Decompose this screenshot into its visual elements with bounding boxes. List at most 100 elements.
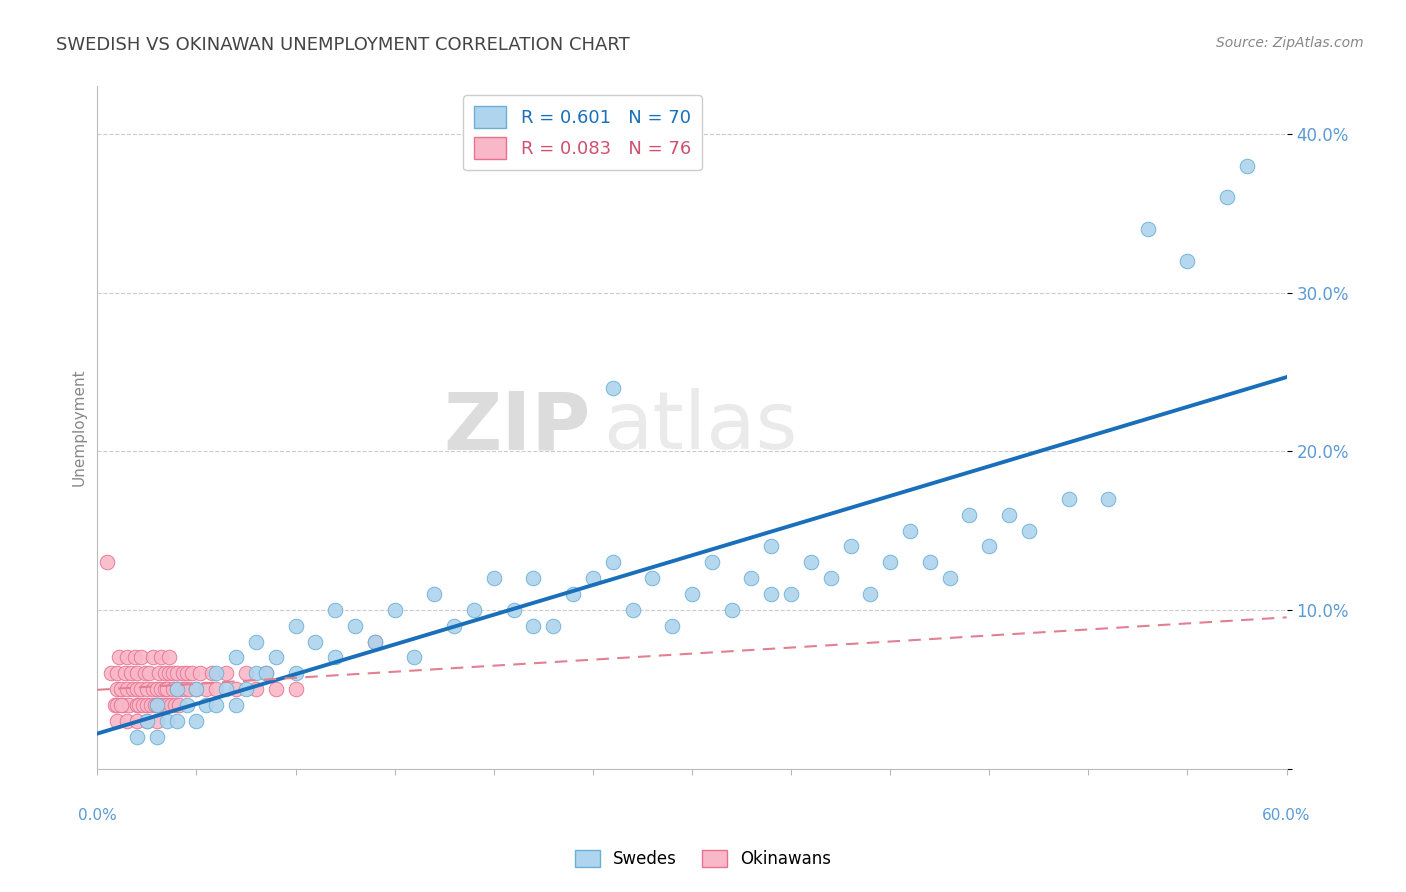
Point (979, 540, 1001, 554)
Point (264, 650, 287, 665)
Point (254, 666, 277, 681)
Point (284, 682, 307, 697)
Point (149, 682, 172, 697)
Point (641, 571, 664, 585)
Point (114, 666, 136, 681)
Point (125, 714, 148, 728)
Point (139, 698, 162, 712)
Point (124, 650, 146, 665)
Point (443, 619, 465, 633)
Point (700, 555, 723, 569)
Point (176, 666, 198, 681)
Point (125, 698, 148, 712)
Point (859, 587, 882, 601)
Point (661, 619, 683, 633)
Point (105, 714, 128, 728)
Point (215, 666, 238, 681)
Point (135, 682, 157, 697)
Point (541, 619, 564, 633)
Point (146, 682, 169, 697)
Point (162, 666, 184, 681)
Text: SWEDISH VS OKINAWAN UNEMPLOYMENT CORRELATION CHART: SWEDISH VS OKINAWAN UNEMPLOYMENT CORRELA… (56, 36, 630, 54)
Point (132, 698, 155, 712)
Point (190, 666, 212, 681)
Y-axis label: Unemployment: Unemployment (72, 368, 86, 486)
Point (166, 682, 188, 697)
Point (681, 587, 703, 601)
Point (176, 698, 198, 712)
Point (245, 682, 267, 697)
Point (149, 650, 172, 665)
Point (172, 666, 194, 681)
Point (502, 603, 524, 617)
Point (148, 698, 170, 712)
Point (115, 682, 138, 697)
Point (157, 650, 180, 665)
Point (423, 587, 446, 601)
Point (1216, 190, 1239, 204)
Point (215, 682, 238, 697)
Point (153, 682, 176, 697)
Point (938, 571, 960, 585)
Point (135, 714, 157, 728)
Point (800, 555, 823, 569)
Point (122, 682, 145, 697)
Point (225, 682, 247, 697)
Point (522, 571, 544, 585)
Point (364, 634, 387, 648)
Point (156, 682, 179, 697)
Point (225, 650, 247, 665)
Point (364, 634, 387, 648)
Point (602, 381, 624, 395)
Point (621, 603, 644, 617)
Point (482, 571, 505, 585)
Text: Source: ZipAtlas.com: Source: ZipAtlas.com (1216, 36, 1364, 50)
Point (120, 666, 142, 681)
Point (129, 650, 152, 665)
Point (918, 555, 941, 569)
Point (284, 666, 307, 681)
Point (146, 698, 169, 712)
Point (125, 666, 148, 681)
Point (148, 666, 170, 681)
Point (264, 682, 287, 697)
Point (780, 587, 803, 601)
Point (839, 540, 862, 554)
Point (562, 587, 585, 601)
Point (105, 682, 128, 697)
Point (105, 666, 128, 681)
Point (128, 698, 150, 712)
Point (142, 682, 165, 697)
Point (522, 619, 544, 633)
Point (1018, 524, 1040, 538)
Point (195, 682, 218, 697)
Point (195, 698, 218, 712)
Point (153, 666, 176, 681)
Point (156, 714, 179, 728)
Point (225, 698, 247, 712)
Point (201, 666, 224, 681)
Point (761, 540, 783, 554)
Point (323, 603, 346, 617)
Point (998, 508, 1021, 522)
Point (602, 555, 624, 569)
Point (169, 682, 191, 697)
Point (166, 666, 188, 681)
Point (159, 698, 181, 712)
Point (463, 603, 485, 617)
Legend: R = 0.601   N = 70, R = 0.083   N = 76: R = 0.601 N = 70, R = 0.083 N = 76 (463, 95, 702, 170)
Point (304, 634, 326, 648)
Point (1177, 253, 1199, 268)
Point (205, 666, 228, 681)
Point (186, 682, 208, 697)
Point (820, 571, 842, 585)
Point (108, 650, 131, 665)
Point (1136, 222, 1159, 236)
Point (740, 571, 762, 585)
Point (177, 682, 200, 697)
Text: 0.0%: 0.0% (77, 808, 117, 823)
Point (104, 698, 127, 712)
Point (205, 682, 228, 697)
Point (235, 666, 257, 681)
Point (761, 587, 783, 601)
